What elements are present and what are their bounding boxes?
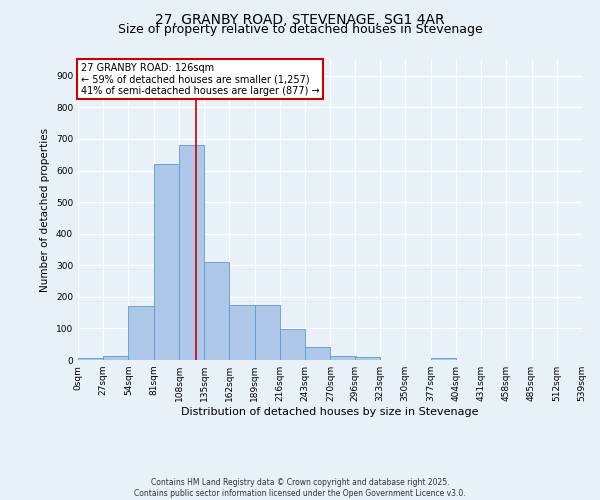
Y-axis label: Number of detached properties: Number of detached properties: [40, 128, 50, 292]
Bar: [179, 146, 204, 360]
Bar: [355, 356, 380, 360]
Bar: [128, 306, 154, 360]
Bar: [229, 304, 255, 360]
Bar: [331, 356, 356, 360]
Bar: [305, 348, 331, 360]
Bar: [280, 330, 305, 360]
Bar: [255, 304, 280, 360]
Bar: [78, 358, 103, 360]
X-axis label: Distribution of detached houses by size in Stevenage: Distribution of detached houses by size …: [181, 407, 479, 417]
Text: 27, GRANBY ROAD, STEVENAGE, SG1 4AR: 27, GRANBY ROAD, STEVENAGE, SG1 4AR: [155, 12, 445, 26]
Bar: [103, 356, 128, 360]
Text: 27 GRANBY ROAD: 126sqm
← 59% of detached houses are smaller (1,257)
41% of semi-: 27 GRANBY ROAD: 126sqm ← 59% of detached…: [81, 63, 319, 96]
Bar: [154, 164, 179, 360]
Bar: [431, 358, 456, 360]
Text: Contains HM Land Registry data © Crown copyright and database right 2025.
Contai: Contains HM Land Registry data © Crown c…: [134, 478, 466, 498]
Text: Size of property relative to detached houses in Stevenage: Size of property relative to detached ho…: [118, 22, 482, 36]
Bar: [204, 262, 229, 360]
